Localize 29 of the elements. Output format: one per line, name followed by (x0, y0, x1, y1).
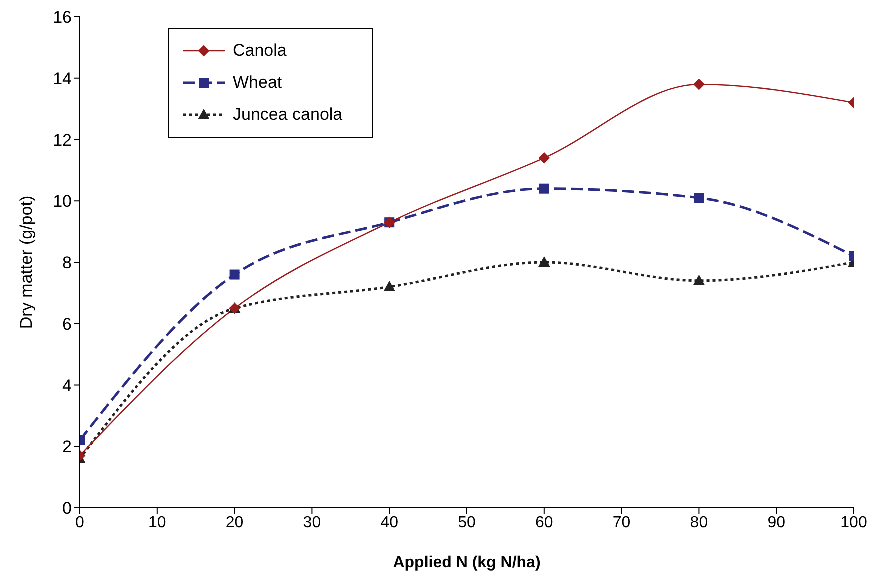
legend-label: Juncea canola (233, 105, 343, 125)
point (539, 184, 550, 194)
y-tick-label: 14 (53, 69, 72, 88)
x-tick-label: 80 (690, 514, 708, 532)
x-tick-label: 90 (768, 514, 786, 532)
legend-label: Wheat (233, 73, 282, 93)
y-tick-label: 10 (53, 192, 72, 212)
legend-label: Canola (233, 41, 287, 61)
y-axis-title: Dry matter (g/pot) (17, 196, 36, 330)
x-tick-label: 70 (612, 514, 631, 532)
y-tick-label: 8 (62, 254, 72, 273)
point (384, 282, 396, 292)
y-tick-label: 4 (62, 376, 72, 396)
x-tick-label: 10 (148, 514, 166, 532)
point (538, 152, 550, 164)
y-tick-label: 16 (53, 8, 72, 28)
y-tick-label: 0 (62, 499, 72, 518)
x-tick-label: 60 (536, 514, 554, 532)
x-tick-label: 40 (380, 514, 399, 532)
x-tick-label: 50 (458, 514, 476, 532)
x-tick-label: 20 (226, 514, 244, 532)
y-tick-label: 2 (62, 438, 72, 457)
y-tick-label: 6 (62, 314, 72, 334)
x-tick-label: 30 (303, 514, 322, 532)
x-axis-title: Applied N (kg N/ha) (393, 554, 541, 572)
x-tick-label: 0 (76, 514, 85, 532)
x-tick-label: 100 (840, 514, 868, 532)
point (538, 257, 550, 267)
y-tick-label: 12 (53, 130, 72, 150)
